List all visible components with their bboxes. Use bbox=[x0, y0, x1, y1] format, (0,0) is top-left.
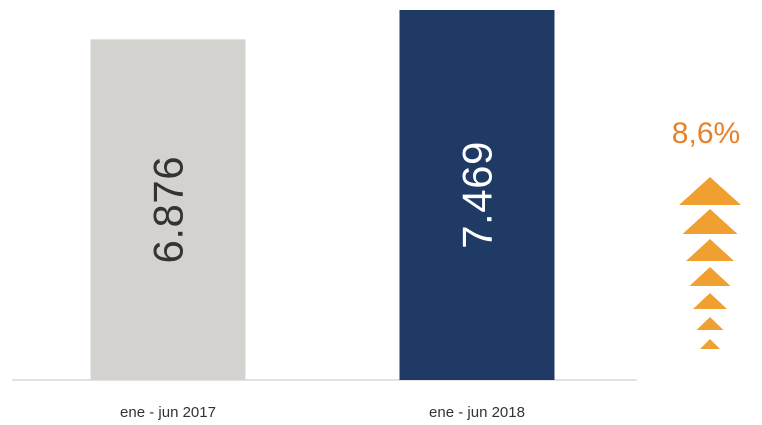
bar-1 bbox=[90, 39, 246, 380]
up-arrow-icon bbox=[700, 339, 720, 349]
bar-value-label-2: 7.469 bbox=[454, 141, 501, 249]
growth-arrows-icon bbox=[679, 177, 741, 349]
up-arrow-icon bbox=[682, 209, 738, 234]
category-labels-group: ene - jun 2017 ene - jun 2018 bbox=[120, 404, 525, 421]
up-arrow-icon bbox=[693, 293, 727, 309]
change-percentage-label: 8,6% bbox=[672, 117, 740, 150]
up-arrow-icon bbox=[686, 239, 734, 261]
up-arrow-icon bbox=[689, 267, 731, 286]
up-arrow-icon bbox=[679, 177, 741, 205]
category-label-2: ene - jun 2018 bbox=[429, 404, 525, 421]
up-arrow-icon bbox=[696, 317, 724, 330]
category-label-1: ene - jun 2017 bbox=[120, 404, 216, 421]
bar-2 bbox=[399, 10, 555, 380]
bars-group: 6.876 7.469 bbox=[90, 10, 555, 380]
bar-value-label-1: 6.876 bbox=[145, 156, 192, 264]
